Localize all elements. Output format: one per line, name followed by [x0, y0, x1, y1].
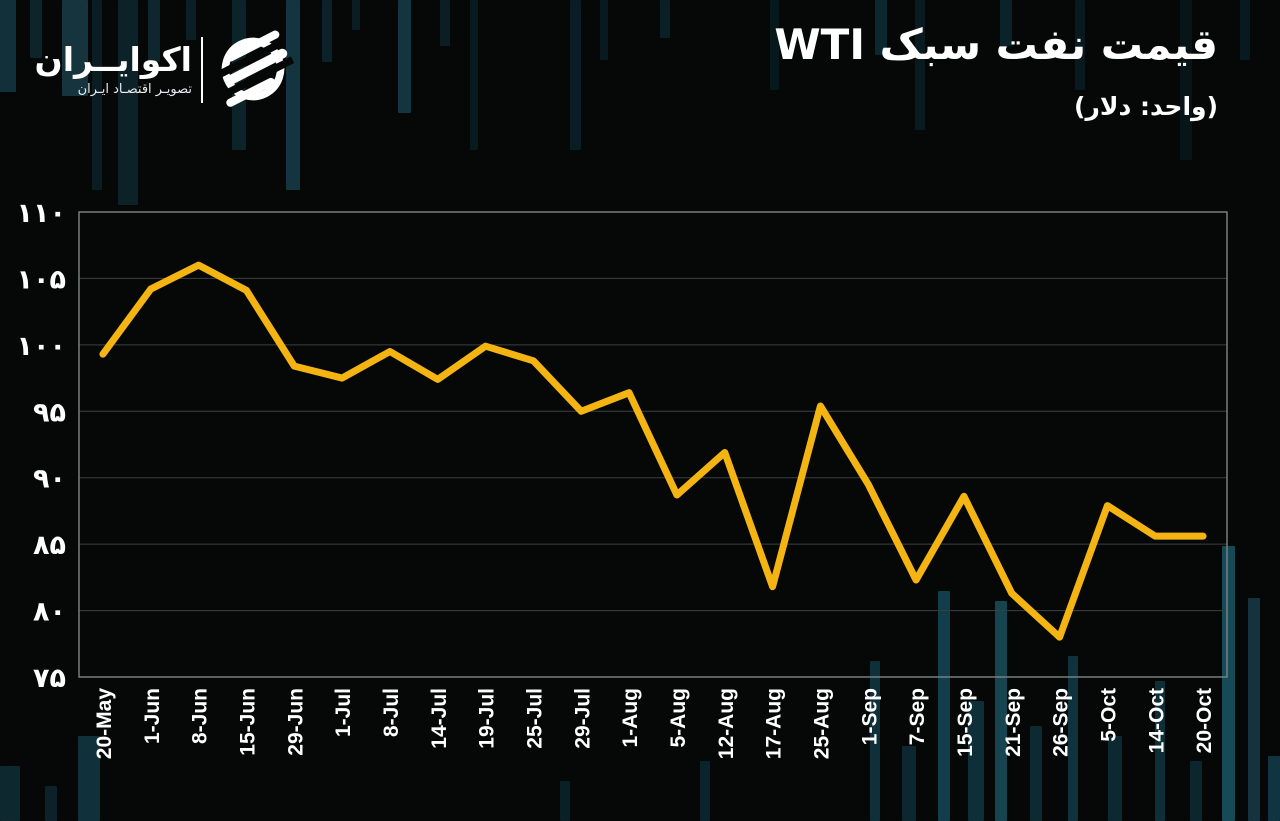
x-axis-tick-label: 1-Aug	[619, 688, 642, 748]
x-axis-tick-label: 20-May	[93, 688, 116, 760]
background-bar	[0, 0, 16, 92]
background-bar	[186, 0, 196, 40]
background-bar	[570, 0, 581, 150]
x-axis-tick-label: 14-Jul	[428, 688, 451, 749]
background-bar	[440, 0, 450, 46]
y-axis-tick-label: ۸۰	[33, 597, 66, 628]
y-axis-tick-label: ۷۵	[33, 663, 66, 694]
x-axis-tick-label: 8-Jul	[380, 688, 403, 737]
background-bar	[1030, 726, 1042, 821]
background-bar	[352, 0, 360, 30]
background-bar	[915, 0, 925, 130]
background-bar	[1180, 0, 1192, 160]
x-axis-tick-label: 1-Jun	[141, 688, 164, 744]
background-bar	[902, 746, 916, 821]
background-bar	[560, 781, 570, 821]
background-bar	[660, 0, 670, 38]
plot-border	[78, 211, 1228, 678]
background-bar	[398, 0, 411, 113]
background-bar	[1268, 756, 1280, 821]
x-axis-tick-label: 7-Sep	[906, 688, 929, 745]
background-bar	[1240, 0, 1250, 60]
x-axis-tick-label: 25-Jul	[523, 688, 546, 749]
x-axis-tick-label: 14-Oct	[1145, 688, 1168, 753]
x-axis-tick-label: 8-Jun	[189, 688, 212, 744]
x-axis-tick-label: 25-Aug	[810, 688, 833, 759]
x-axis-tick-label: 15-Sep	[954, 688, 977, 757]
background-bar	[92, 0, 102, 190]
background-bar	[45, 786, 57, 821]
background-bar	[118, 0, 138, 205]
price-line	[99, 261, 1207, 641]
background-bar	[1000, 0, 1012, 46]
x-axis-tick-label: 1-Jul	[332, 688, 355, 737]
x-axis-tick-label: 29-Jul	[571, 688, 594, 749]
x-axis-tick-label: 20-Oct	[1193, 688, 1216, 753]
x-axis-tick-label: 1-Sep	[858, 688, 881, 745]
x-axis-tick-label: 5-Aug	[667, 688, 690, 748]
background-bar	[870, 661, 880, 821]
background-bar	[1248, 598, 1260, 821]
y-axis-tick-label: ۱۰۰	[17, 331, 66, 362]
background-bar	[770, 0, 779, 90]
background-bar	[938, 591, 950, 821]
x-axis-tick-label: 21-Sep	[1002, 688, 1025, 757]
background-bar	[600, 0, 608, 60]
background-bar	[968, 701, 984, 821]
background-bar	[1190, 761, 1202, 821]
background-bar	[1155, 681, 1165, 821]
x-axis-tick-label: 17-Aug	[763, 688, 786, 759]
x-axis-tick-label: 26-Sep	[1050, 688, 1073, 757]
background-bar	[875, 0, 887, 55]
x-axis-tick-label: 19-Jul	[476, 688, 499, 749]
x-axis-tick-label: 12-Aug	[715, 688, 738, 759]
background-bar	[78, 736, 100, 821]
y-axis-tick-label: ۸۵	[33, 530, 66, 561]
y-axis-tick-label: ۹۰	[33, 464, 66, 495]
background-bar	[1068, 656, 1078, 821]
background-bar	[1222, 546, 1235, 821]
background-bar	[1108, 736, 1122, 821]
background-bar	[700, 761, 710, 821]
background-bar	[995, 601, 1007, 821]
background-bar	[62, 0, 88, 96]
background-bar	[470, 0, 478, 150]
x-axis-tick-label: 5-Oct	[1097, 688, 1120, 742]
background-bar	[148, 0, 160, 62]
y-axis-tick-label: ۱۰۵	[17, 264, 66, 295]
y-axis-tick-label: ۱۱۰	[17, 198, 66, 229]
background-bar	[322, 0, 332, 62]
x-axis-tick-label: 29-Jun	[284, 688, 307, 756]
x-axis-tick-label: 15-Jun	[236, 688, 259, 756]
background-bar	[1075, 0, 1085, 90]
background-bar	[30, 0, 42, 58]
y-axis-tick-label: ۹۵	[33, 397, 66, 428]
background-bar	[0, 766, 20, 821]
